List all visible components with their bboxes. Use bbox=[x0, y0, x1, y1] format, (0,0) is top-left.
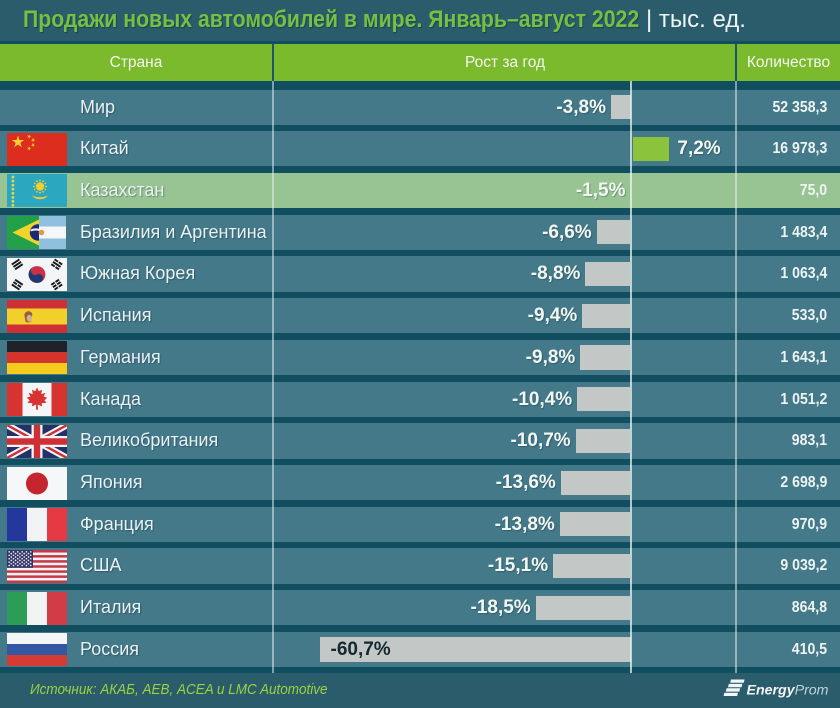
svg-text:EnergyProm: EnergyProm bbox=[747, 683, 829, 699]
